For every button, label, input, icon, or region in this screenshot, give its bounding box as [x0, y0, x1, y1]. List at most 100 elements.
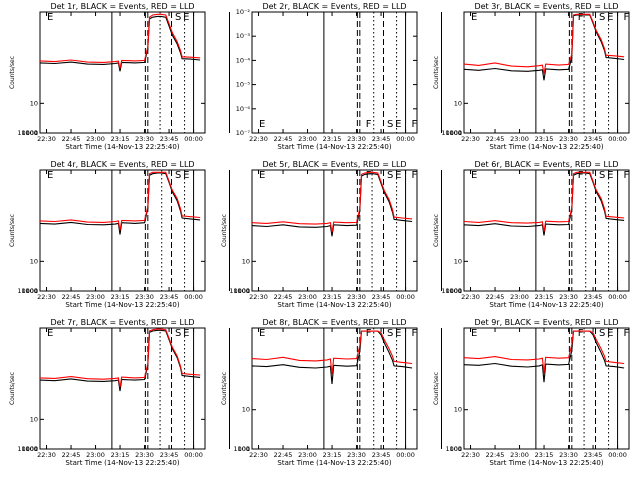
x-tick-label: 22:30 [461, 451, 480, 459]
series-events [39, 329, 201, 392]
flag-label: F [411, 170, 417, 181]
y-tick-label: 100 [238, 445, 250, 453]
x-tick-label: 23:15 [535, 451, 554, 459]
x-tick-label: 23:00 [86, 293, 105, 301]
x-tick-label: 22:45 [274, 451, 293, 459]
y-axis-label: Counts/sec [221, 372, 228, 405]
y-tick-label: 10000 [17, 129, 38, 137]
plot-frame [39, 11, 206, 134]
y-tick-label: 1000 [445, 287, 462, 295]
flag-label: S [175, 328, 181, 339]
flag-label: F [623, 170, 629, 181]
series-lld [251, 171, 413, 233]
flag-label: E [395, 170, 401, 181]
y-tick-label: 1 [458, 445, 462, 453]
flag-label: E [471, 170, 477, 181]
series-lld [39, 171, 201, 231]
flag-label: E [47, 12, 53, 23]
flag-label: E [395, 119, 401, 130]
y-axis-label: Counts/sec [9, 56, 16, 89]
series-lld [463, 171, 625, 232]
panel-title: Det 4r, BLACK = Events, RED = LLD [50, 160, 194, 169]
x-tick-label: 23:15 [111, 135, 130, 143]
plot-frame [39, 327, 206, 450]
x-tick-label: 23:00 [510, 451, 529, 459]
flag-label: S [175, 170, 181, 181]
flag-label: S [599, 12, 605, 23]
plot-frame [251, 11, 418, 134]
x-tick-label: 00:00 [608, 451, 627, 459]
x-tick-label: 22:45 [62, 135, 81, 143]
y-tick-label: 100 [26, 445, 38, 453]
flag-label: F [411, 119, 417, 130]
y-tick-label: 1000 [233, 445, 250, 453]
x-tick-label: 23:30 [135, 135, 154, 143]
flag-label: S [599, 328, 605, 339]
plot-frame [251, 169, 418, 292]
x-axis-label: Start Time (14-Nov-13 22:25:40) [489, 459, 603, 467]
flag-label: E [607, 170, 613, 181]
panel-title: Det 8r, BLACK = Events, RED = LLD [262, 318, 406, 327]
x-tick-label: 00:00 [184, 451, 203, 459]
y-tick-label: 10⁻⁵ [236, 81, 251, 89]
series-lld [463, 330, 625, 374]
x-tick-label: 22:45 [486, 451, 505, 459]
x-tick-label: 23:15 [111, 293, 130, 301]
x-tick-label: 23:00 [298, 135, 317, 143]
flag-label: E [47, 170, 53, 181]
plot-frame [463, 169, 630, 292]
flag-label: S [387, 119, 393, 130]
y-axis-label: Counts/sec [433, 214, 440, 247]
flag-label: F [366, 170, 372, 181]
x-tick-label: 00:00 [396, 135, 415, 143]
flag-label: E [607, 12, 613, 23]
x-axis-label: Start Time (14-Nov-13 22:25:40) [65, 459, 179, 467]
plot-frame [39, 169, 206, 292]
y-tick-label: 1000 [445, 445, 462, 453]
panel-title: Det 5r, BLACK = Events, RED = LLD [262, 160, 406, 169]
y-axis-label: Counts/sec [433, 56, 440, 89]
x-tick-label: 23:30 [135, 451, 154, 459]
y-tick-label: 1000 [233, 287, 250, 295]
x-tick-label: 23:30 [347, 451, 366, 459]
series-events [251, 173, 413, 237]
x-tick-label: 00:00 [396, 451, 415, 459]
plot-frame [463, 327, 630, 450]
x-tick-label: 22:45 [62, 451, 81, 459]
flag-label: F [578, 12, 584, 23]
flag-label: F [623, 328, 629, 339]
y-tick-label: 1 [34, 287, 38, 295]
flag-label: F [411, 328, 417, 339]
flag-label: S [387, 170, 393, 181]
y-tick-label: 10⁻⁴ [236, 56, 251, 64]
x-axis-label: Start Time (14-Nov-13 22:25:40) [489, 143, 603, 151]
y-tick-label: 10 [242, 257, 250, 265]
y-tick-label: 100 [26, 129, 38, 137]
y-tick-label: 1 [34, 129, 38, 137]
x-tick-label: 22:30 [37, 293, 56, 301]
x-axis-label: Start Time (14-Nov-13 22:25:40) [489, 301, 603, 309]
y-tick-label: 10 [242, 406, 250, 414]
series-lld [463, 13, 625, 74]
y-tick-label: 1 [34, 445, 38, 453]
flag-label: E [607, 328, 613, 339]
y-tick-label: 10 [30, 257, 38, 265]
x-tick-label: 22:30 [461, 293, 480, 301]
y-tick-label: 10⁻² [236, 8, 251, 16]
y-tick-label: 10 [30, 99, 38, 107]
flag-label: E [259, 170, 265, 181]
x-tick-label: 23:00 [510, 293, 529, 301]
x-tick-label: 22:30 [37, 451, 56, 459]
y-tick-label: 10000 [441, 287, 462, 295]
x-tick-label: 23:30 [347, 293, 366, 301]
x-tick-label: 22:30 [249, 135, 268, 143]
flag-label: E [471, 12, 477, 23]
y-tick-label: 10 [454, 99, 462, 107]
x-tick-label: 00:00 [608, 135, 627, 143]
x-tick-label: 22:45 [486, 135, 505, 143]
x-tick-label: 22:30 [37, 135, 56, 143]
